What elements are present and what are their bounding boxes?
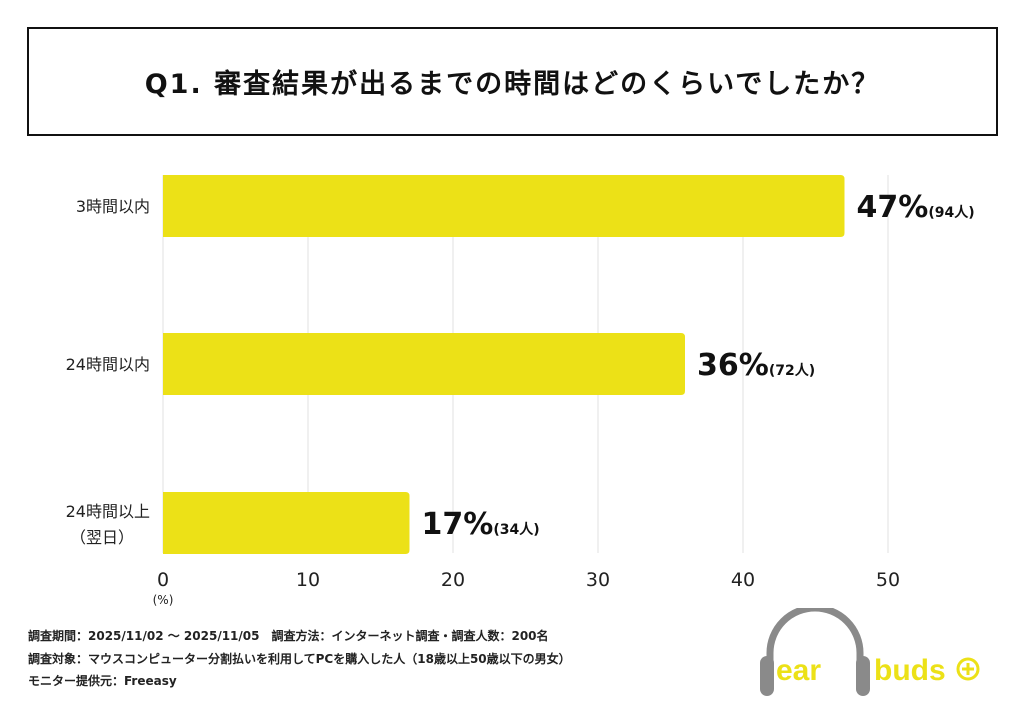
chart-title: Q1. 審査結果が出るまでの時間はどのくらいでしたか？ — [27, 27, 998, 136]
x-tick-label: 20 — [441, 569, 465, 591]
bar — [163, 175, 845, 237]
category-label: 24時間以内 — [66, 355, 150, 374]
x-tick-label: 0 — [157, 569, 169, 591]
category-label: 24時間以上 — [66, 502, 150, 521]
footer-line-3: モニター提供元：Freeasy — [28, 674, 177, 688]
category-label: （翌日） — [70, 528, 134, 547]
count-label: (94人) — [928, 204, 974, 221]
bar — [163, 492, 410, 554]
bar — [163, 333, 685, 395]
headphone-icon — [766, 608, 864, 686]
x-tick-label: 40 — [731, 569, 755, 591]
plus-circle-icon — [956, 657, 980, 681]
x-tick-label: 10 — [296, 569, 320, 591]
count-label: (34人) — [493, 521, 539, 538]
count-label: (72人) — [769, 362, 815, 379]
svg-text:ear: ear — [776, 654, 821, 687]
x-tick-label: 50 — [876, 569, 900, 591]
x-tick-label: 30 — [586, 569, 610, 591]
footer-line-2: 調査対象：マウスコンピューター分割払いを利用してPCを購入した人（18歳以上50… — [28, 652, 571, 666]
svg-text:buds: buds — [874, 654, 946, 687]
data-label: 47%(94人) — [857, 190, 975, 225]
footer-line-1: 調査期間：2025/11/02 ～ 2025/11/05 調査方法：インターネッ… — [28, 629, 549, 643]
earbuds-logo: ear buds — [760, 608, 980, 696]
x-unit-label: (%) — [153, 593, 174, 607]
data-label: 17%(34人) — [422, 507, 540, 542]
category-label: 3時間以内 — [76, 197, 150, 216]
data-label: 36%(72人) — [697, 348, 815, 383]
